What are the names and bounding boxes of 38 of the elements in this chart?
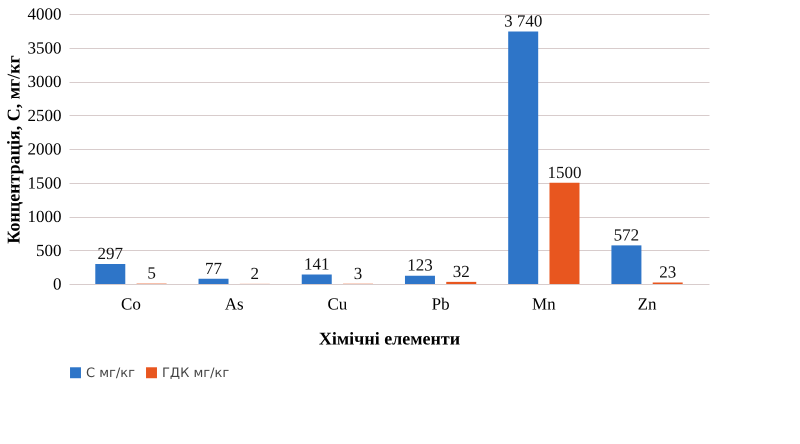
data-label: 32 <box>452 262 470 281</box>
x-axis-title: Хімічні елементи <box>318 328 460 348</box>
data-label: 5 <box>147 264 156 283</box>
data-label: 123 <box>407 256 433 275</box>
data-label: 2 <box>250 264 260 283</box>
bar <box>198 278 229 284</box>
bar <box>508 32 538 284</box>
y-tick-label: 3500 <box>28 38 62 58</box>
data-label: 3 740 <box>504 12 542 31</box>
x-tick-label: Co <box>121 294 141 314</box>
data-label: 572 <box>614 225 640 244</box>
y-tick-label: 3000 <box>28 72 62 91</box>
y-tick-label: 1000 <box>28 207 62 226</box>
y-axis-title: Концентрація, С, мг/кг <box>4 55 24 244</box>
x-tick-label: Mn <box>532 294 556 314</box>
data-label: 297 <box>98 244 124 263</box>
bar <box>404 276 435 284</box>
x-tick-label: Pb <box>432 294 450 314</box>
data-label: 1500 <box>547 162 582 182</box>
legend-label: С мг/кг <box>86 366 136 381</box>
bar <box>302 274 332 284</box>
y-tick-label: 1500 <box>28 173 62 192</box>
x-tick-label: Cu <box>327 294 348 314</box>
bar <box>95 264 126 284</box>
data-label: 3 <box>354 264 362 283</box>
y-tick-label: 2000 <box>28 140 62 158</box>
y-tick-label: 0 <box>53 274 62 294</box>
data-label: 141 <box>304 254 330 274</box>
y-tick-label: 2500 <box>28 106 62 125</box>
x-tick-label: Zn <box>638 294 658 314</box>
y-tick-label: 500 <box>36 240 62 260</box>
y-tick-label: 4000 <box>28 4 62 24</box>
data-label: 77 <box>205 258 223 278</box>
bar <box>549 182 580 284</box>
bar <box>611 245 642 284</box>
data-label: 23 <box>659 262 676 282</box>
x-tick-label: As <box>224 294 244 314</box>
legend-label: ГДК мг/кг <box>162 366 230 381</box>
